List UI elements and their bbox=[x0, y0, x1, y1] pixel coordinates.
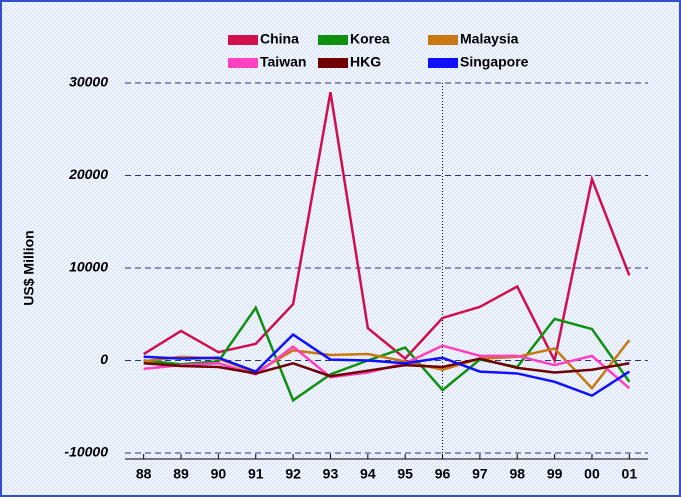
y-tick-label: -10000 bbox=[64, 444, 108, 460]
x-tick-label: 99 bbox=[547, 466, 563, 482]
legend-label: HKG bbox=[350, 54, 381, 70]
series-line bbox=[143, 332, 630, 398]
y-tick-label: 10000 bbox=[69, 259, 108, 275]
x-tick-label: 01 bbox=[622, 466, 638, 482]
legend-swatch bbox=[318, 58, 348, 68]
x-tick-label: 95 bbox=[397, 466, 413, 482]
legend-swatch bbox=[318, 35, 348, 45]
legend-swatch bbox=[428, 58, 458, 68]
x-tick-label: 98 bbox=[509, 466, 525, 482]
legend-label: Taiwan bbox=[260, 54, 306, 70]
legend-swatch bbox=[228, 35, 258, 45]
x-tick-label: 97 bbox=[472, 466, 488, 482]
series-line bbox=[143, 305, 631, 403]
y-tick-label: 0 bbox=[100, 351, 108, 367]
x-tick-label: 00 bbox=[584, 466, 600, 482]
legend-label: Singapore bbox=[460, 54, 529, 70]
y-tick-label: 20000 bbox=[68, 166, 108, 182]
series-line bbox=[143, 357, 630, 378]
legend-swatch bbox=[428, 35, 458, 45]
y-tick-label: 30000 bbox=[69, 74, 108, 90]
legend-label: China bbox=[260, 31, 299, 47]
y-axis-label: US$ Million bbox=[21, 230, 37, 305]
x-tick-label: 94 bbox=[360, 466, 376, 482]
x-tick-label: 91 bbox=[248, 466, 264, 482]
x-tick-label: 89 bbox=[173, 466, 189, 482]
x-tick-label: 93 bbox=[323, 466, 339, 482]
legend-label: Malaysia bbox=[460, 31, 519, 47]
x-tick-label: 92 bbox=[285, 466, 301, 482]
x-tick-label: 88 bbox=[136, 466, 152, 482]
x-tick-label: 90 bbox=[211, 466, 227, 482]
legend-swatch bbox=[228, 58, 258, 68]
legend-label: Korea bbox=[350, 31, 390, 47]
x-tick-label: 96 bbox=[435, 466, 451, 482]
